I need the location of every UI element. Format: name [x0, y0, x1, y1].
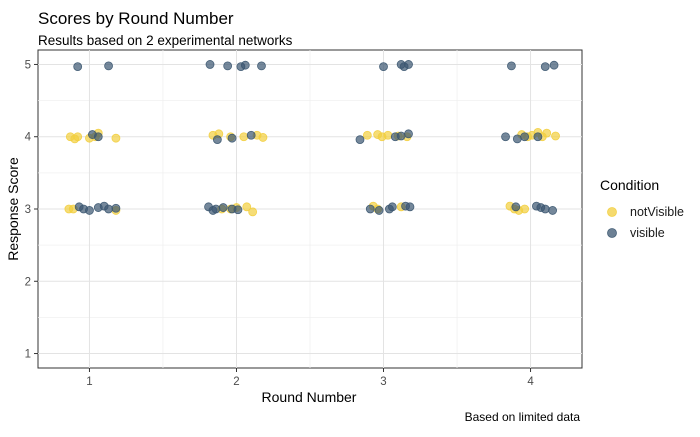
data-point-visible: [387, 202, 397, 212]
y-tick-label: 2: [25, 276, 31, 288]
data-point-visible: [365, 204, 375, 214]
data-point-visible: [212, 135, 222, 145]
data-point-visible: [404, 129, 413, 139]
data-point-visible: [548, 206, 557, 215]
data-point-notvisible: [551, 131, 560, 141]
data-point-visible: [507, 61, 516, 71]
data-point-visible: [520, 132, 530, 142]
points-layer: [64, 60, 560, 217]
data-point-visible: [540, 204, 550, 214]
x-axis-ticks: 1 2 3 4: [86, 368, 534, 388]
data-point-notvisible: [239, 132, 249, 142]
data-point-visible: [533, 132, 543, 142]
x-tick-label: 3: [380, 376, 386, 388]
data-point-notvisible: [362, 130, 372, 140]
data-point-visible: [501, 132, 510, 142]
data-point-visible: [93, 132, 103, 142]
grid-layer: [38, 50, 582, 368]
x-tick-label: 1: [86, 376, 92, 388]
chart-caption: Based on limited data: [465, 410, 581, 424]
data-point-visible: [396, 131, 406, 141]
y-tick-label: 4: [25, 132, 32, 144]
data-point-visible: [104, 204, 113, 214]
data-point-visible: [246, 130, 256, 140]
data-point-visible: [511, 202, 521, 212]
y-tick-label: 5: [25, 59, 31, 71]
y-tick-label: 1: [25, 349, 31, 361]
data-point-notvisible: [383, 130, 393, 140]
y-tick-label: 3: [25, 204, 31, 216]
data-point-visible: [355, 135, 365, 145]
x-tick-label: 4: [527, 376, 534, 388]
data-point-visible: [379, 62, 388, 72]
legend-swatch-notvisible: [607, 207, 617, 217]
data-point-visible: [404, 60, 413, 69]
data-point-visible: [104, 61, 113, 71]
data-point-notvisible: [520, 204, 530, 214]
chart-subtitle: Results based on 2 experimental networks: [38, 33, 293, 48]
data-point-visible: [205, 60, 215, 69]
x-axis-label: Round Number: [262, 389, 357, 405]
data-point-visible: [405, 202, 415, 212]
data-point-notvisible: [73, 132, 83, 142]
y-axis-ticks: 1 2 3 4 5: [25, 59, 38, 361]
data-point-visible: [111, 203, 121, 213]
data-point-visible: [85, 206, 94, 215]
data-point-visible: [73, 62, 83, 72]
data-point-visible: [257, 61, 266, 71]
legend-label-notvisible: notVisible: [630, 205, 684, 219]
data-point-notvisible: [258, 133, 268, 142]
data-point-visible: [240, 60, 250, 70]
x-tick-label: 2: [233, 376, 239, 388]
legend-title: Condition: [600, 177, 659, 193]
data-point-visible: [211, 204, 221, 214]
data-point-visible: [549, 60, 559, 70]
data-point-visible: [233, 205, 243, 215]
data-point-visible: [540, 62, 550, 72]
data-point-notvisible: [111, 133, 121, 143]
legend-swatch-visible: [607, 228, 617, 238]
data-point-notvisible: [248, 207, 258, 217]
y-axis-label: Response Score: [5, 157, 21, 261]
data-point-notvisible: [242, 202, 252, 212]
data-point-visible: [218, 203, 228, 212]
plot-panel: [37, 49, 583, 369]
chart-title: Scores by Round Number: [38, 9, 234, 28]
data-point-notvisible: [542, 128, 552, 138]
data-point-visible: [223, 61, 233, 71]
data-point-visible: [227, 133, 237, 143]
legend-label-visible: visible: [630, 226, 665, 240]
data-point-visible: [512, 134, 522, 144]
legend: Condition notVisible visible: [600, 177, 684, 240]
data-point-visible: [374, 206, 384, 215]
